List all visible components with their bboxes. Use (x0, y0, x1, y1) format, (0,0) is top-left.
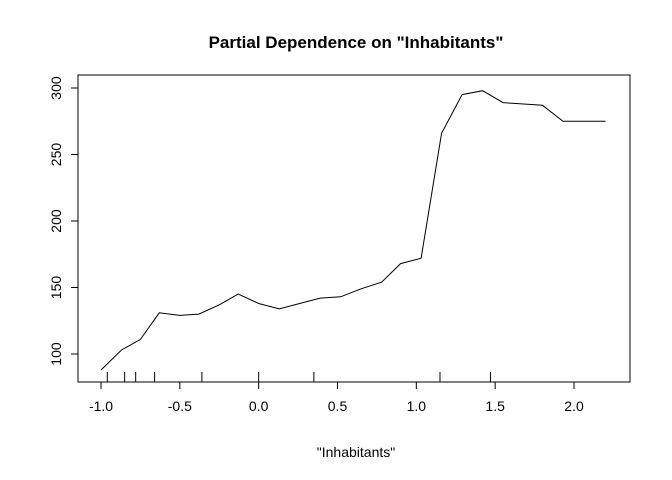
y-tick-label: 100 (48, 342, 64, 366)
rug-marks (106, 372, 491, 382)
x-tick-label: 1.5 (485, 398, 505, 414)
series-line (100, 90, 606, 371)
x-tick-label: 2.0 (564, 398, 584, 414)
x-axis: -1.0 -0.5 0.0 0.5 1.0 1.5 2.0 (89, 381, 584, 414)
x-tick-label: -1.0 (89, 398, 113, 414)
series-lines (100, 90, 606, 371)
plot-area-frame (77, 74, 631, 383)
y-tick-label: 150 (48, 276, 64, 300)
x-tick-label: 0.5 (328, 398, 348, 414)
y-tick-label: 200 (48, 209, 64, 233)
y-tick-label: 300 (48, 76, 64, 100)
x-tick-label: 0.0 (249, 398, 269, 414)
chart-title: Partial Dependence on "Inhabitants" (209, 33, 504, 52)
x-tick-label: -0.5 (168, 398, 192, 414)
x-tick-label: 1.0 (407, 398, 427, 414)
y-tick-label: 250 (48, 143, 64, 167)
y-axis: 100 150 200 250 300 (48, 76, 79, 366)
x-axis-label: "Inhabitants" (317, 444, 395, 460)
